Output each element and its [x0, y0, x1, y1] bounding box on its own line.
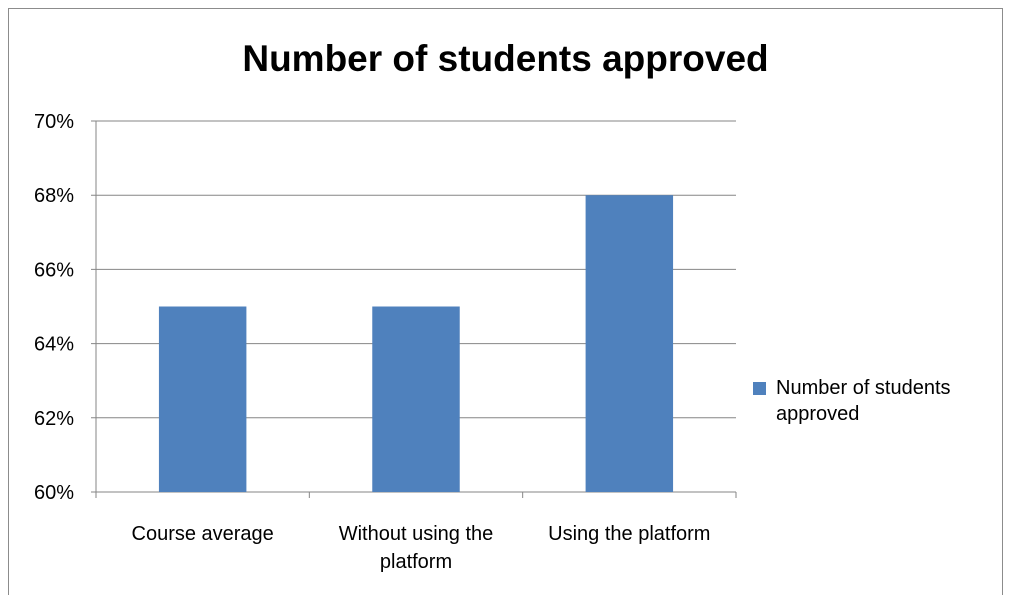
x-category-label: Using the platform: [548, 523, 710, 545]
chart-title: Number of students approved: [242, 38, 769, 79]
legend-swatch: [753, 382, 766, 395]
bar: [158, 306, 247, 492]
legend-label: Number of students approved: [776, 375, 1006, 427]
y-tick-label: 70%: [34, 111, 74, 133]
bar: [372, 306, 460, 492]
x-category-label: Without using the: [339, 523, 494, 545]
y-tick-label: 68%: [34, 185, 74, 207]
x-category-label: platform: [380, 551, 452, 573]
y-tick-label: 62%: [34, 408, 74, 430]
chart-frame: [8, 8, 1003, 595]
y-tick-label: 66%: [34, 259, 74, 281]
y-tick-label: 60%: [34, 482, 74, 504]
legend-label-line-2: approved: [776, 403, 860, 425]
legend-label-line-1: Number of students: [776, 377, 951, 399]
x-category-label: Course average: [132, 523, 274, 545]
y-tick-label: 64%: [34, 334, 74, 356]
bar: [585, 195, 674, 492]
